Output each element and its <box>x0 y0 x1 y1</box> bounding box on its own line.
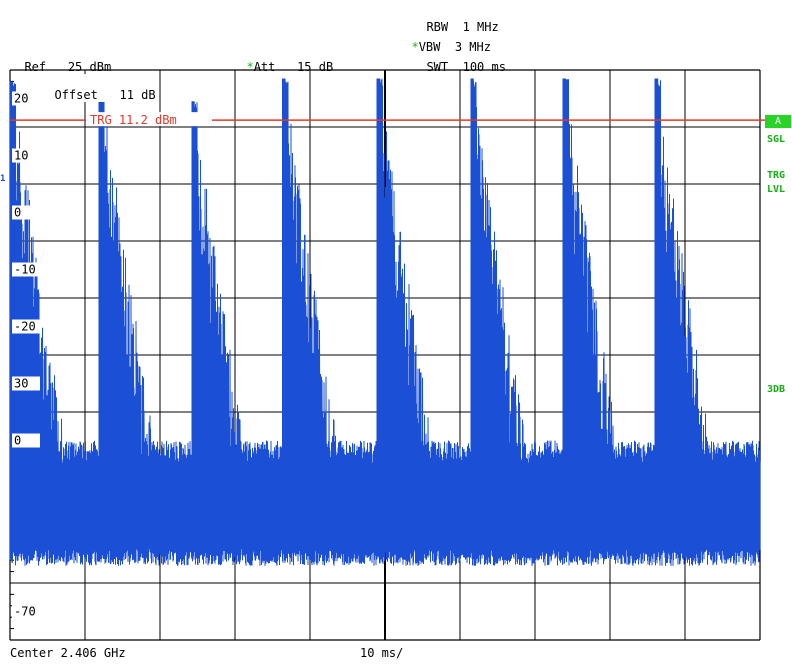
y-tick-label: 0 <box>14 206 21 220</box>
vbw-readout: *VBW 3 MHz <box>397 26 491 54</box>
y-tick-label: -70 <box>14 605 36 619</box>
trace-a-indicator: A <box>765 115 791 128</box>
y-tick-bg <box>12 376 40 391</box>
rbw-label: RBW <box>426 20 449 34</box>
rbw-value: 1 MHz <box>462 20 499 34</box>
trigger-layer: TRG 11.2 dBm <box>10 112 790 127</box>
y-tick-bg <box>12 433 40 448</box>
y-tick-label: -20 <box>14 320 36 334</box>
left-edge-marker: 1 <box>0 174 6 184</box>
y-tick-label: 20 <box>14 92 28 106</box>
spectrum-trace <box>9 78 761 566</box>
lvl-indicator: LVL <box>767 184 786 195</box>
att-star: * <box>246 60 254 74</box>
vbw-label: VBW <box>418 40 441 54</box>
y-tick-label: 0 <box>14 434 21 448</box>
y-tick-labels: 20 10 0 -10 -20 30 0 -70 <box>12 91 40 619</box>
y-tick-bg <box>12 205 40 220</box>
y-tick-bg <box>12 148 40 163</box>
sgl-indicator: SGL <box>767 134 786 145</box>
vbw-star: * <box>411 40 419 54</box>
y-tick-bg <box>12 319 40 334</box>
3db-indicator: 3DB <box>767 384 786 395</box>
y-tick-bg <box>12 604 40 619</box>
vbw-value: 3 MHz <box>454 40 491 54</box>
center-frequency: Center 2.406 GHz <box>10 646 126 660</box>
time-per-division: 10 ms/ <box>360 646 404 660</box>
rbw-readout: RBW 1 MHz <box>412 6 499 34</box>
trigger-label: TRG 11.2 dBm <box>90 113 177 127</box>
y-tick-label: -10 <box>14 263 36 277</box>
y-tick-label: 30 <box>14 377 28 391</box>
offset-label: Offset <box>54 88 98 102</box>
y-tick-bg <box>12 262 40 277</box>
y-tick-label: 10 <box>14 149 28 163</box>
offset-readout: Offset 11 dB <box>40 74 156 102</box>
trigger-label-bg <box>86 112 212 127</box>
trg-indicator: TRG <box>767 170 786 181</box>
y-tick-bg <box>12 91 40 106</box>
offset-value: 11 dB <box>119 88 156 102</box>
